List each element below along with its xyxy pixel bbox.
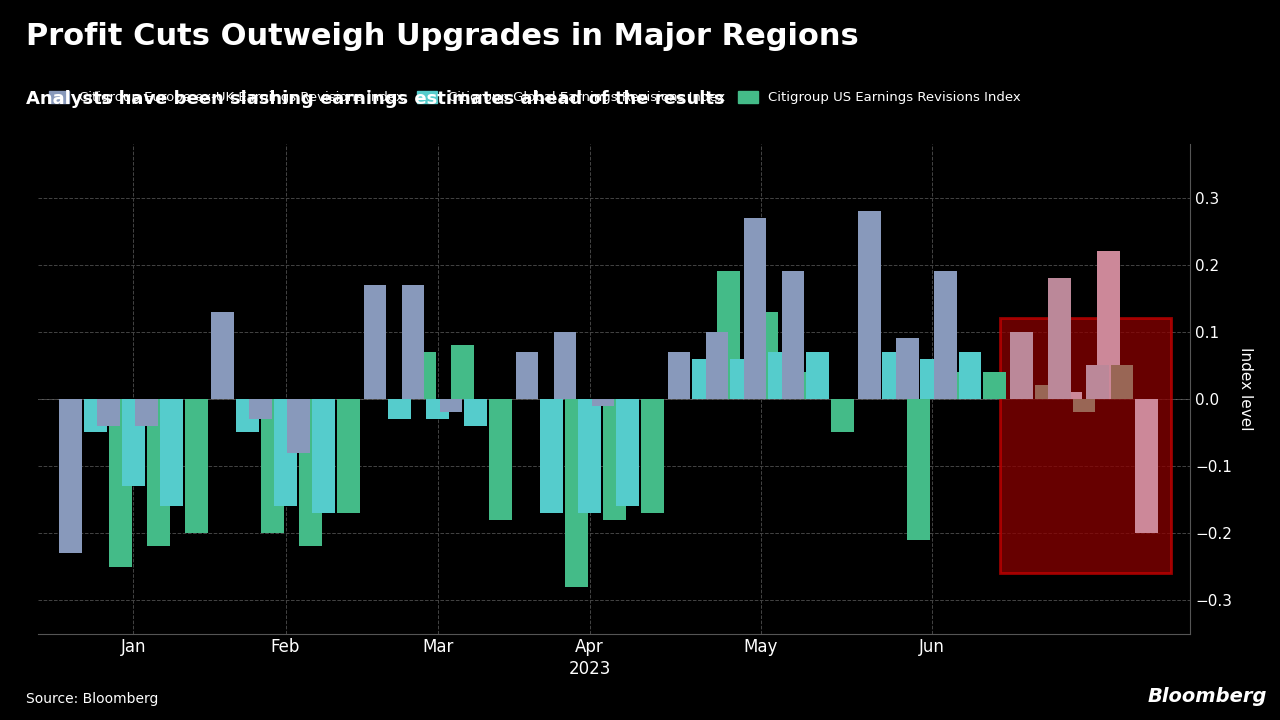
Bar <box>705 332 728 399</box>
Bar <box>1000 318 1171 573</box>
Bar <box>1097 251 1120 399</box>
Legend: Citigroup Europe ex-UK Earnings Revisions Index, Citigroup Global Earnings Revis: Citigroup Europe ex-UK Earnings Revision… <box>45 87 1025 108</box>
Bar <box>591 399 614 405</box>
Bar <box>896 338 919 399</box>
Bar <box>908 399 931 540</box>
Bar <box>364 285 387 399</box>
Bar <box>603 399 626 520</box>
Bar <box>794 372 815 399</box>
Bar <box>1010 332 1033 399</box>
Bar <box>983 372 1006 399</box>
Bar <box>261 399 284 533</box>
Text: Analysts have been slashing earnings estimates ahead of the results: Analysts have been slashing earnings est… <box>26 90 724 108</box>
Bar <box>768 352 791 399</box>
Bar <box>1034 385 1057 399</box>
Bar <box>858 211 881 399</box>
Bar <box>882 352 905 399</box>
Bar <box>109 399 132 567</box>
Bar <box>1073 399 1096 413</box>
Bar <box>668 352 690 399</box>
Bar <box>136 399 159 426</box>
Bar <box>184 399 207 533</box>
Text: Source: Bloomberg: Source: Bloomberg <box>26 692 157 706</box>
Bar <box>717 271 740 399</box>
Bar <box>426 399 449 419</box>
Bar <box>211 312 234 399</box>
Bar <box>1060 392 1082 399</box>
Bar <box>236 399 259 433</box>
Bar <box>920 359 943 399</box>
Bar <box>413 352 435 399</box>
Bar <box>744 217 767 399</box>
Bar <box>782 271 804 399</box>
Bar <box>731 359 753 399</box>
Bar <box>465 399 486 426</box>
Bar <box>160 399 183 506</box>
Bar <box>831 399 854 433</box>
Bar <box>288 399 310 452</box>
Bar <box>250 399 273 419</box>
Bar <box>516 352 539 399</box>
Bar <box>388 399 411 419</box>
Bar <box>641 399 664 513</box>
Bar <box>298 399 321 546</box>
Bar <box>540 399 563 513</box>
Bar <box>489 399 512 520</box>
Y-axis label: Index level: Index level <box>1238 347 1253 431</box>
Bar <box>312 399 335 513</box>
Text: Bloomberg: Bloomberg <box>1148 687 1267 706</box>
Bar <box>147 399 169 546</box>
Bar <box>1135 399 1158 533</box>
Bar <box>84 399 106 433</box>
Bar <box>617 399 639 506</box>
Bar <box>1048 278 1070 399</box>
Bar <box>97 399 120 426</box>
Bar <box>122 399 145 486</box>
Bar <box>451 345 474 399</box>
Bar <box>274 399 297 506</box>
Text: Profit Cuts Outweigh Upgrades in Major Regions: Profit Cuts Outweigh Upgrades in Major R… <box>26 22 859 50</box>
Bar <box>959 352 982 399</box>
Bar <box>579 399 602 513</box>
Bar <box>59 399 82 553</box>
Bar <box>755 312 778 399</box>
Bar <box>692 359 716 399</box>
Bar <box>439 399 462 413</box>
Bar <box>1085 365 1108 399</box>
Bar <box>806 352 829 399</box>
Bar <box>564 399 588 587</box>
Bar <box>934 271 956 399</box>
Bar <box>945 372 968 399</box>
Bar <box>402 285 424 399</box>
Text: 2023: 2023 <box>568 660 611 678</box>
Bar <box>1111 365 1133 399</box>
Bar <box>337 399 360 513</box>
Bar <box>554 332 576 399</box>
